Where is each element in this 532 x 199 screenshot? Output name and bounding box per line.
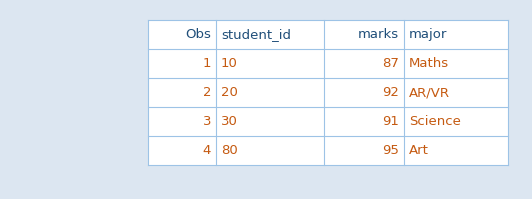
Bar — [324, 49, 404, 78]
Text: Science: Science — [409, 115, 461, 128]
Text: 20: 20 — [221, 86, 238, 99]
Bar — [148, 49, 216, 78]
Text: major: major — [409, 28, 447, 41]
Text: 92: 92 — [382, 86, 399, 99]
Text: marks: marks — [358, 28, 399, 41]
Text: Maths: Maths — [409, 57, 449, 70]
Bar — [148, 136, 216, 165]
Text: 30: 30 — [221, 115, 238, 128]
Text: Obs: Obs — [185, 28, 211, 41]
Text: 2: 2 — [203, 86, 211, 99]
Bar — [404, 49, 508, 78]
Bar — [148, 107, 216, 136]
Bar — [216, 20, 324, 49]
Text: AR/VR: AR/VR — [409, 86, 450, 99]
Text: 3: 3 — [203, 115, 211, 128]
Bar — [324, 136, 404, 165]
Bar — [404, 136, 508, 165]
Bar — [404, 20, 508, 49]
Bar — [148, 78, 216, 107]
Bar — [404, 78, 508, 107]
Text: 91: 91 — [382, 115, 399, 128]
Text: 10: 10 — [221, 57, 238, 70]
Text: 4: 4 — [203, 144, 211, 157]
Bar — [324, 20, 404, 49]
Text: 95: 95 — [382, 144, 399, 157]
Text: student_id: student_id — [221, 28, 291, 41]
Text: Art: Art — [409, 144, 429, 157]
Text: 80: 80 — [221, 144, 238, 157]
Bar — [324, 107, 404, 136]
Bar — [404, 107, 508, 136]
Bar — [216, 78, 324, 107]
Bar — [216, 49, 324, 78]
Bar — [324, 78, 404, 107]
Bar — [216, 136, 324, 165]
Bar — [216, 107, 324, 136]
Text: 1: 1 — [203, 57, 211, 70]
Bar — [148, 20, 216, 49]
Text: 87: 87 — [382, 57, 399, 70]
